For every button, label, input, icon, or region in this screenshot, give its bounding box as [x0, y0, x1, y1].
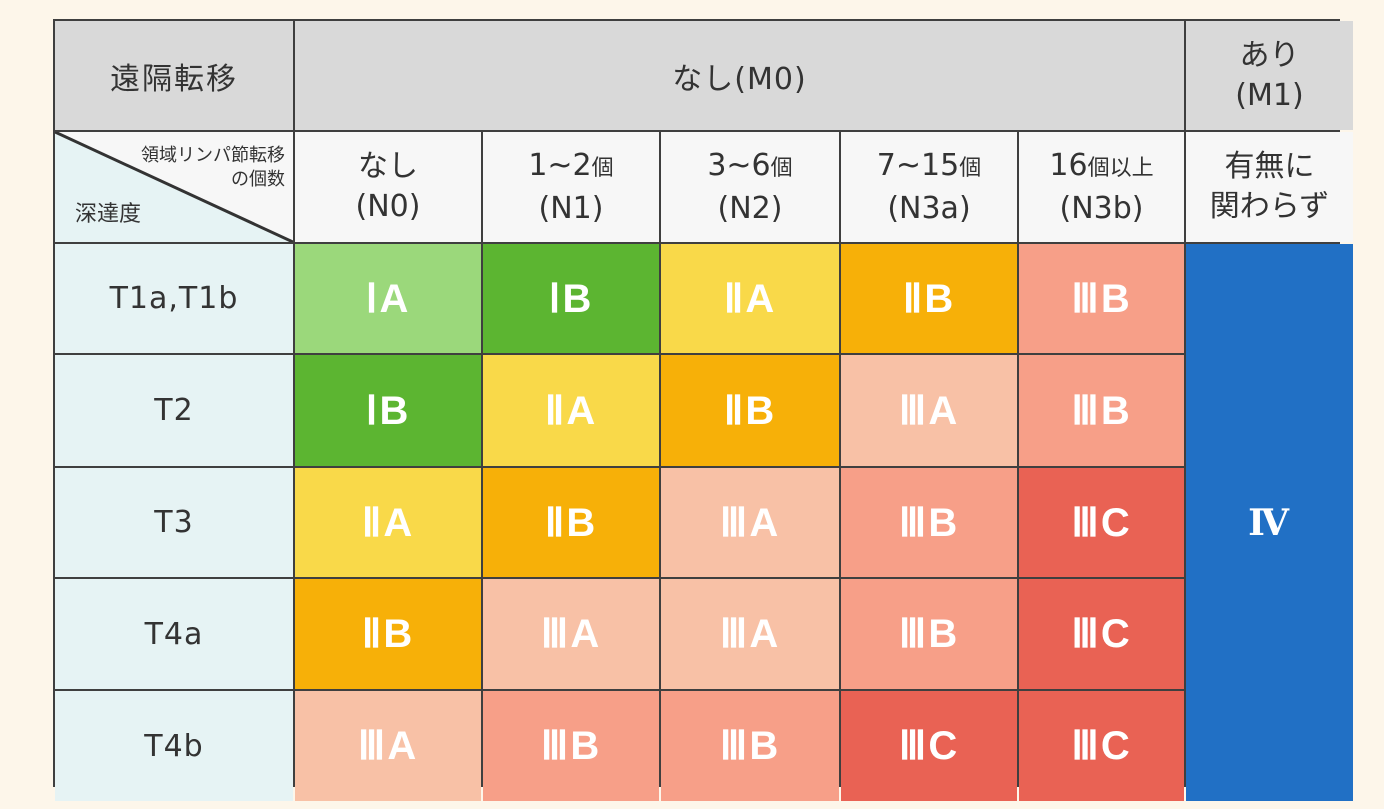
distant-metastasis-header: 遠隔転移: [55, 21, 293, 130]
lymph-node-count-label: 領域リンパ節転移 の個数: [141, 145, 285, 190]
m1-header-line2: (M1): [1235, 77, 1304, 113]
m1-header-line1: あり: [1239, 37, 1300, 73]
stage-cell: ⅢB: [483, 691, 659, 801]
depth-label: 深達度: [75, 202, 142, 227]
stage-cell: ⅢC: [1019, 691, 1184, 801]
row-header-t3: T3: [55, 468, 293, 577]
column-header-n1: 1~2個 (N1): [483, 132, 659, 242]
stage-cell: ⅢA: [841, 355, 1017, 466]
row-header-t2: T2: [55, 355, 293, 466]
row-header-t4a: T4a: [55, 579, 293, 689]
stage-cell: ⅢC: [1019, 468, 1184, 577]
stage-cell: ⅢB: [661, 691, 839, 801]
stage-cell: ⅢA: [661, 468, 839, 577]
stage-cell: ⅢB: [1019, 355, 1184, 466]
stage-iv-cell: Ⅳ: [1186, 244, 1353, 801]
row-header-t1: T1a,T1b: [55, 244, 293, 353]
stage-cell: ⅢC: [1019, 579, 1184, 689]
stage-cell: ⅢA: [483, 579, 659, 689]
stage-cell: ⅡA: [483, 355, 659, 466]
m1-header: あり (M1): [1186, 21, 1353, 130]
stage-cell: ⅢA: [295, 691, 481, 801]
stage-cell: ⅡB: [483, 468, 659, 577]
diagonal-divider: [55, 132, 293, 242]
m0-header: なし(M0): [295, 21, 1184, 130]
stage-cell: ⅠA: [295, 244, 481, 353]
stage-cell: ⅢB: [1019, 244, 1184, 353]
stage-cell: ⅡB: [841, 244, 1017, 353]
stage-cell: ⅢB: [841, 468, 1017, 577]
stage-cell: ⅢA: [661, 579, 839, 689]
column-header-n0: なし (N0): [295, 132, 481, 242]
stage-cell: ⅠB: [483, 244, 659, 353]
stage-cell: ⅠB: [295, 355, 481, 466]
stage-cell: ⅡB: [661, 355, 839, 466]
row-header-t4b: T4b: [55, 691, 293, 801]
diagonal-corner-header: 領域リンパ節転移 の個数 深達度: [55, 132, 293, 242]
tnm-staging-table: 遠隔転移 なし(M0) あり (M1) 領域リンパ節転移 の個数 深達度 なし …: [53, 19, 1353, 801]
column-header-n2: 3~6個 (N2): [661, 132, 839, 242]
stage-cell: ⅢB: [841, 579, 1017, 689]
column-header-any-n: 有無に 関わらず: [1186, 132, 1353, 242]
stage-cell: ⅡB: [295, 579, 481, 689]
stage-cell: ⅢC: [841, 691, 1017, 801]
column-header-n3b: 16個以上 (N3b): [1019, 132, 1184, 242]
stage-cell: ⅡA: [661, 244, 839, 353]
stage-cell: ⅡA: [295, 468, 481, 577]
column-header-n3a: 7~15個 (N3a): [841, 132, 1017, 242]
